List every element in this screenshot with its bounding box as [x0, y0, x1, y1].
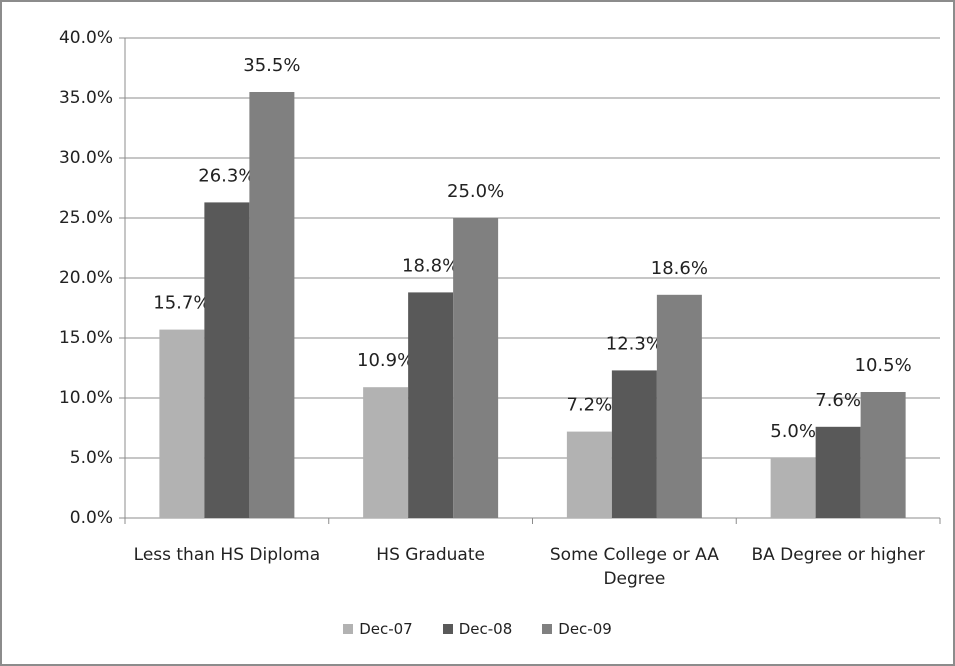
y-tick-label: 25.0% [59, 208, 113, 228]
y-tick-label: 0.0% [70, 508, 113, 528]
bar [408, 292, 454, 518]
legend-item: Dec-08 [442, 620, 513, 638]
y-tick-label: 40.0% [59, 28, 113, 48]
value-label: 10.5% [855, 355, 912, 376]
x-tick-label: HS Graduate [376, 545, 485, 565]
bar [566, 431, 612, 518]
value-label: 5.0% [770, 421, 816, 442]
value-label: 12.3% [606, 333, 663, 354]
bar [453, 218, 499, 518]
y-tick-label: 5.0% [70, 448, 113, 468]
value-label: 26.3% [198, 165, 255, 186]
value-label: 25.0% [447, 181, 504, 202]
legend-item: Dec-09 [542, 620, 612, 638]
y-tick-label: 20.0% [59, 268, 113, 288]
y-tick-label: 15.0% [59, 328, 113, 348]
legend-label: Dec-09 [558, 620, 612, 638]
bar [656, 294, 702, 518]
x-tick-label: BA Degree or higher [751, 545, 925, 565]
value-label: 15.7% [153, 293, 210, 314]
legend: Dec-07 Dec-08 Dec-09 [0, 620, 955, 638]
bar [159, 329, 205, 518]
bar [204, 202, 250, 518]
legend-swatch [343, 624, 354, 634]
value-label: 35.5% [243, 55, 300, 76]
legend-swatch [442, 624, 453, 634]
bar [363, 387, 409, 518]
value-label: 10.9% [357, 350, 414, 371]
value-label: 7.2% [567, 395, 613, 416]
legend-label: Dec-08 [458, 620, 513, 638]
bar [860, 392, 906, 518]
bar [249, 92, 295, 518]
y-tick-label: 10.0% [59, 388, 113, 408]
y-tick-label: 30.0% [59, 148, 113, 168]
x-tick-label: Some College or AA Degree [549, 545, 719, 589]
bar [611, 370, 657, 518]
legend-swatch [542, 624, 553, 634]
y-tick-label: 35.0% [59, 88, 113, 108]
value-label: 18.6% [651, 258, 708, 279]
bar [770, 458, 816, 518]
value-label: 7.6% [815, 390, 861, 411]
legend-label: Dec-07 [359, 620, 413, 638]
bar [815, 426, 861, 518]
x-tick-label: Less than HS Diploma [133, 545, 321, 565]
legend-item: Dec-07 [343, 620, 413, 638]
value-label: 18.8% [402, 255, 459, 276]
